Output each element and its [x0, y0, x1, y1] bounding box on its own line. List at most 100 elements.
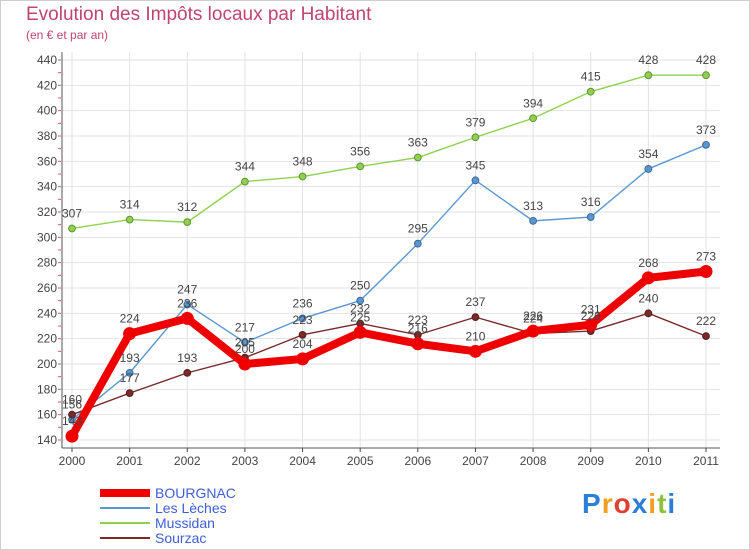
- data-label: 250: [350, 279, 370, 293]
- y-tick-label: 340: [37, 180, 57, 194]
- series-line-Mussidan: [71, 74, 707, 230]
- data-label: 316: [581, 195, 601, 209]
- data-point: [68, 410, 76, 419]
- data-point: [644, 309, 653, 318]
- chart-title: Evolution des Impôts locaux par Habitant: [26, 4, 372, 25]
- y-tick-label: 380: [37, 129, 57, 143]
- y-tick-label: 160: [37, 408, 57, 422]
- series-line-Les Lèches: [71, 144, 707, 421]
- data-point: [702, 71, 710, 80]
- data-label: 193: [177, 351, 197, 365]
- data-label: 295: [408, 222, 428, 236]
- data-point: [356, 296, 365, 305]
- data-label: 345: [465, 158, 485, 172]
- data-point: [471, 313, 480, 322]
- y-tick-label: 300: [37, 230, 57, 244]
- data-label: 193: [120, 351, 140, 365]
- data-label: 273: [696, 250, 716, 264]
- data-point: [471, 133, 480, 142]
- legend-label: Mussidan: [155, 515, 215, 531]
- data-label: 177: [120, 371, 140, 385]
- data-label: 217: [235, 320, 255, 334]
- data-label: 232: [350, 301, 370, 315]
- data-point: [586, 213, 595, 221]
- plot-area: [62, 52, 720, 448]
- data-point: [183, 218, 192, 227]
- x-tick-label: 2002: [174, 454, 201, 468]
- data-point: [584, 318, 598, 332]
- data-label: 223: [408, 313, 428, 327]
- data-label: 224: [120, 312, 140, 326]
- data-label: 268: [638, 256, 658, 270]
- data-label: 354: [638, 147, 658, 161]
- proxiti-logo: Proxiti: [582, 488, 677, 519]
- data-label: 143: [62, 414, 82, 428]
- data-point: [125, 215, 134, 224]
- data-point: [183, 368, 192, 377]
- data-point: [65, 429, 79, 443]
- x-tick-label: 2000: [59, 454, 86, 468]
- y-tick-label: 220: [37, 332, 57, 346]
- y-tick-label: 420: [37, 78, 57, 92]
- data-point: [471, 176, 480, 185]
- data-label: 312: [177, 200, 197, 214]
- y-tick-label: 200: [37, 357, 57, 371]
- data-label: 231: [581, 303, 601, 317]
- data-point: [526, 324, 540, 338]
- x-tick-label: 2003: [232, 454, 259, 468]
- series-line-Sourzac: [71, 312, 707, 416]
- x-tick-label: 2009: [577, 454, 604, 468]
- data-label: 236: [293, 296, 313, 310]
- data-point: [296, 352, 310, 366]
- data-point: [241, 338, 249, 347]
- data-point: [644, 71, 653, 80]
- data-label: 247: [177, 282, 197, 296]
- x-tick-label: 2010: [635, 454, 662, 468]
- data-point: [125, 389, 134, 398]
- data-point: [529, 114, 537, 123]
- data-label: 156: [62, 398, 82, 412]
- data-label: 205: [235, 336, 255, 350]
- data-point: [468, 344, 482, 358]
- y-tick-label: 260: [37, 281, 57, 295]
- data-label: 226: [523, 309, 543, 323]
- data-label: 236: [177, 296, 197, 310]
- data-label: 307: [62, 206, 82, 220]
- data-point: [411, 337, 425, 351]
- data-label: 216: [408, 322, 428, 336]
- data-label: 313: [523, 199, 543, 213]
- y-tick-label: 140: [37, 433, 57, 447]
- x-tick-label: 2007: [462, 454, 489, 468]
- y-tick-label: 240: [37, 306, 57, 320]
- y-tick-label: 280: [37, 256, 57, 270]
- data-point: [241, 177, 249, 186]
- data-label: 226: [581, 309, 601, 323]
- data-point: [298, 330, 307, 339]
- data-point: [125, 368, 134, 377]
- data-point: [298, 314, 307, 323]
- data-point: [123, 327, 137, 341]
- y-tick-label: 320: [37, 205, 57, 219]
- data-point: [180, 311, 194, 325]
- legend-label: Les Lèches: [155, 500, 227, 516]
- data-label: 223: [293, 313, 313, 327]
- data-label: 348: [293, 155, 313, 169]
- data-label: 379: [465, 115, 485, 129]
- data-label: 237: [465, 295, 485, 309]
- data-label: 373: [696, 123, 716, 137]
- data-label: 224: [523, 312, 543, 326]
- data-label: 314: [120, 198, 140, 212]
- y-tick-label: 400: [37, 104, 57, 118]
- y-tick-label: 180: [37, 382, 57, 396]
- chart-subtitle: (en € et par an): [26, 28, 109, 42]
- x-tick-label: 2008: [520, 454, 547, 468]
- data-point: [586, 87, 595, 96]
- x-tick-label: 2004: [289, 454, 316, 468]
- data-point: [413, 153, 422, 162]
- data-point: [644, 165, 653, 173]
- data-point: [238, 357, 252, 371]
- data-label: 160: [62, 393, 82, 407]
- data-label: 204: [293, 337, 313, 351]
- data-label: 225: [350, 310, 370, 324]
